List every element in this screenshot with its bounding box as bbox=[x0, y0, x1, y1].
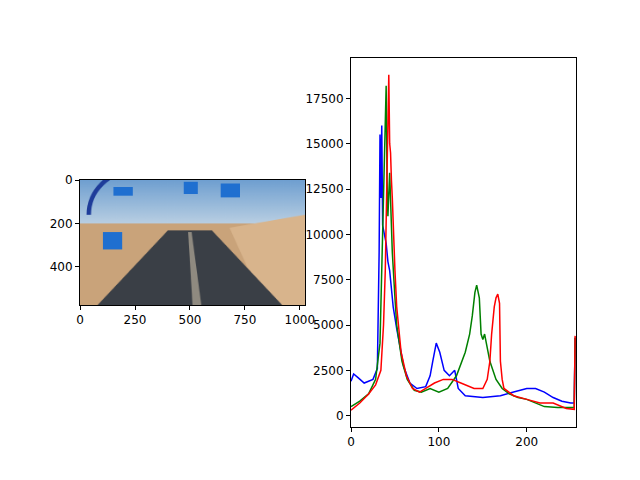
svg-text:15000: 15000 bbox=[305, 137, 343, 151]
svg-text:100: 100 bbox=[427, 435, 450, 449]
svg-text:0: 0 bbox=[336, 409, 344, 423]
svg-text:400: 400 bbox=[50, 260, 73, 274]
svg-text:5000: 5000 bbox=[313, 318, 344, 332]
svg-text:7500: 7500 bbox=[313, 273, 344, 287]
svg-text:17500: 17500 bbox=[305, 92, 343, 106]
svg-text:500: 500 bbox=[179, 313, 202, 327]
svg-text:750: 750 bbox=[233, 313, 256, 327]
svg-text:0: 0 bbox=[65, 173, 73, 187]
svg-text:0: 0 bbox=[347, 435, 355, 449]
svg-text:1000: 1000 bbox=[285, 313, 316, 327]
svg-text:10000: 10000 bbox=[305, 228, 343, 242]
svg-text:0: 0 bbox=[76, 313, 84, 327]
svg-text:200: 200 bbox=[50, 217, 73, 231]
svg-text:12500: 12500 bbox=[305, 182, 343, 196]
svg-text:2500: 2500 bbox=[313, 364, 344, 378]
svg-text:200: 200 bbox=[515, 435, 538, 449]
svg-text:250: 250 bbox=[124, 313, 147, 327]
